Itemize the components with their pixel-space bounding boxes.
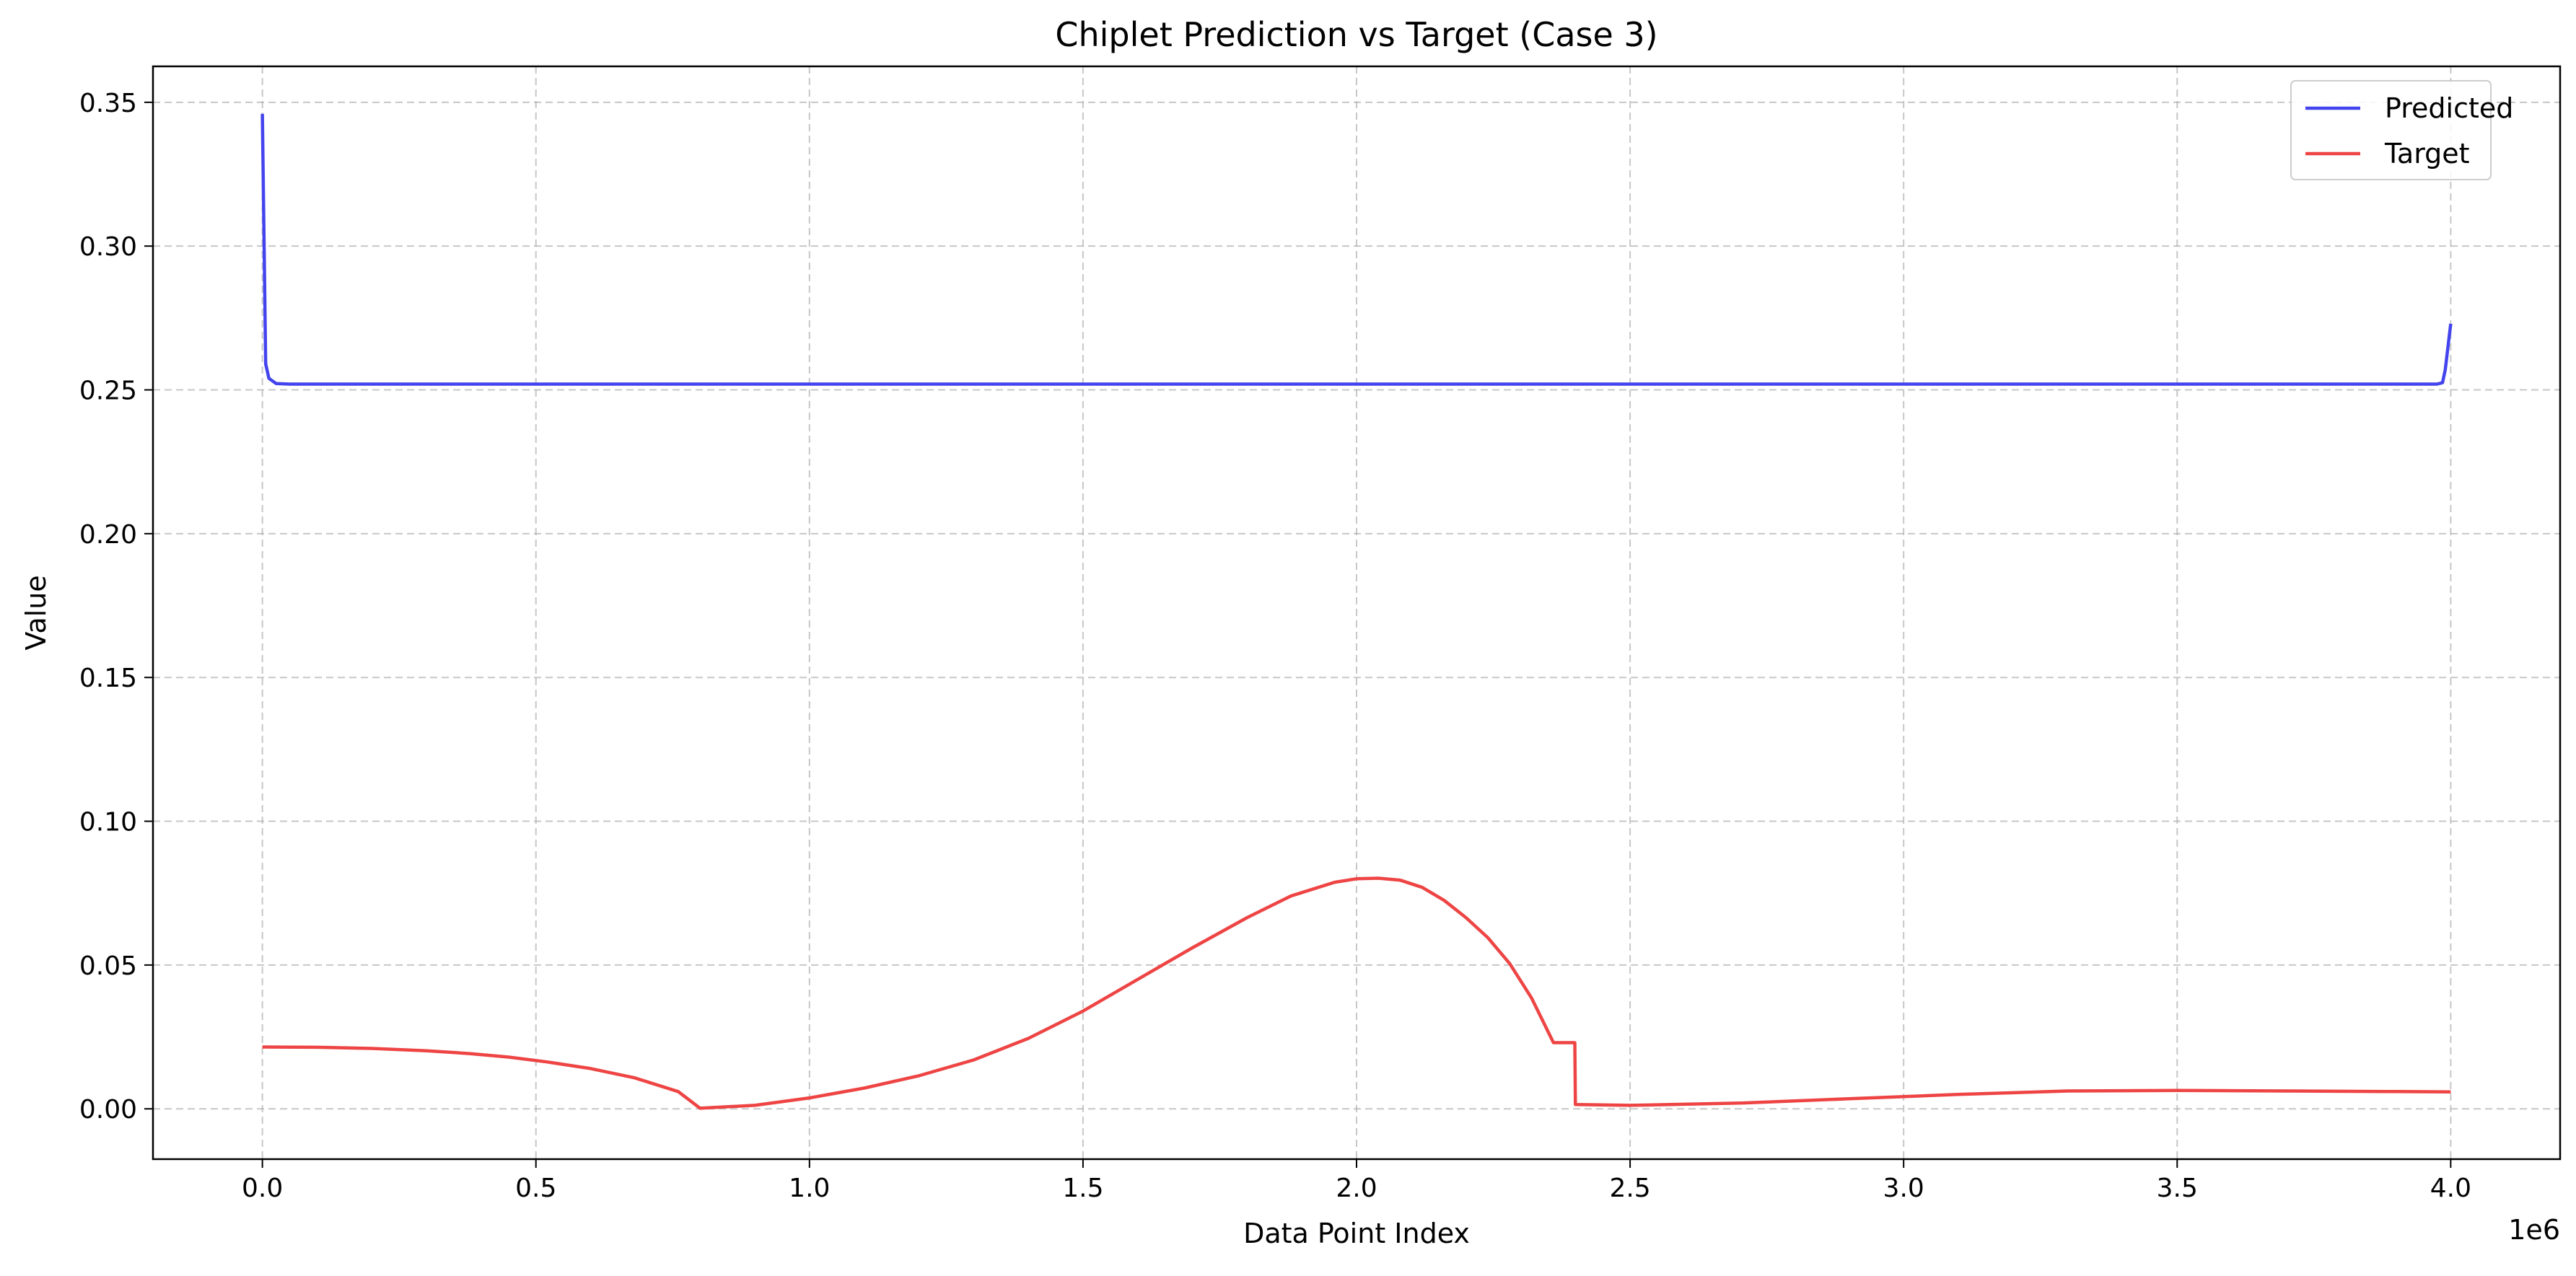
y-tick-label: 0.20 [79, 520, 137, 550]
x-tick-label: 1.5 [1062, 1174, 1103, 1203]
grid-layer [153, 66, 2560, 1159]
x-tick-label: 4.0 [2430, 1174, 2471, 1203]
x-tick-label: 3.0 [1883, 1174, 1924, 1203]
y-tick-label: 0.10 [79, 808, 137, 837]
x-tick-label: 0.5 [515, 1174, 556, 1203]
chart-title: Chiplet Prediction vs Target (Case 3) [1055, 15, 1657, 54]
y-tick-label: 0.15 [79, 664, 137, 693]
tick-layer: 0.0 0.5 1.0 1.5 2.0 2.5 3.0 3.5 4.0 0.00 0.05 0.10 0… [79, 89, 2471, 1203]
y-tick-label: 0.25 [79, 377, 137, 406]
y-tick-label: 0.30 [79, 232, 137, 262]
legend-label-target: Target [2384, 138, 2470, 170]
x-tick-label: 0.0 [242, 1174, 283, 1203]
x-tick-label: 2.5 [1609, 1174, 1650, 1203]
series-layer [260, 113, 2453, 1110]
y-tick-label: 0.35 [79, 89, 137, 118]
series-line-predicted [260, 113, 2453, 386]
y-tick-label: 0.00 [79, 1095, 137, 1125]
y-tick-label: 0.05 [79, 951, 137, 981]
y-axis-label: Value [20, 575, 52, 650]
legend-label-predicted: Predicted [2385, 92, 2513, 124]
series-line-target [262, 876, 2451, 1110]
x-axis-label: Data Point Index [1243, 1218, 1470, 1249]
x-tick-label: 3.5 [2157, 1174, 2198, 1203]
legend: Predicted Target [2290, 80, 2513, 180]
x-tick-label: 1.0 [789, 1174, 830, 1203]
x-axis-offset-label: 1e6 [2508, 1214, 2560, 1246]
x-tick-label: 2.0 [1336, 1174, 1377, 1203]
